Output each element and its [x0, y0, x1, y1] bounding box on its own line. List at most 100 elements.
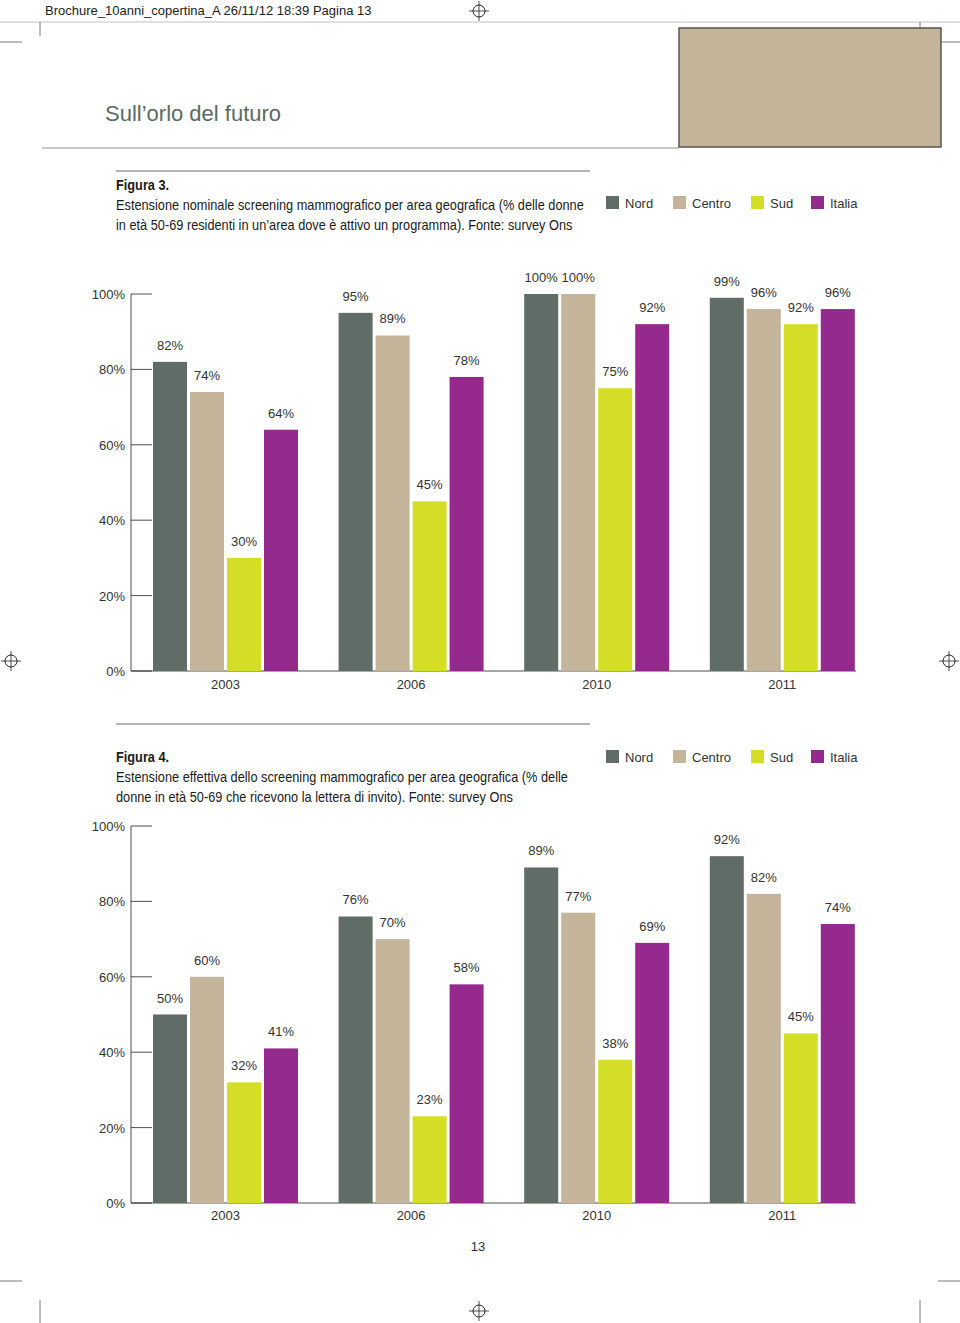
bars — [153, 294, 855, 671]
bar — [413, 501, 447, 671]
registration-mark — [469, 1301, 489, 1321]
title-rule — [116, 724, 590, 725]
x-tick-label: 2006 — [397, 1208, 426, 1223]
data-label: 89% — [380, 311, 406, 326]
title-rule — [116, 171, 590, 172]
crop-mark — [0, 42, 22, 43]
legend-swatch — [606, 196, 619, 209]
data-labels: 50%60%32%41%76%70%23%58%89%77%38%69%92%8… — [157, 832, 851, 1107]
y-tick — [131, 520, 152, 521]
bar — [524, 294, 558, 671]
legend-label: Nord — [625, 196, 653, 211]
legend-label: Centro — [692, 196, 731, 211]
data-label: 76% — [343, 892, 369, 907]
legend-swatch — [751, 196, 764, 209]
data-label: 95% — [343, 289, 369, 304]
bar — [598, 388, 632, 671]
y-tick-label: 40% — [99, 513, 125, 528]
heading: Sull’orlo del futuro — [105, 101, 281, 126]
y-axis-line — [131, 294, 132, 671]
bar — [635, 943, 669, 1203]
y-tick-label: 40% — [99, 1045, 125, 1060]
y-tick — [131, 1052, 152, 1053]
page-number: 13 — [471, 1239, 485, 1254]
legend-label: Sud — [770, 750, 793, 765]
bars — [153, 856, 855, 1203]
legend-label: Centro — [692, 750, 731, 765]
data-label: 30% — [231, 534, 257, 549]
y-tick — [131, 901, 152, 902]
data-label: 69% — [639, 919, 665, 934]
header-bar — [0, 0, 960, 22]
bar — [190, 977, 224, 1203]
y-tick-label: 20% — [99, 1121, 125, 1136]
crop-mark — [0, 1281, 22, 1282]
data-label: 23% — [417, 1092, 443, 1107]
chart-title-block: Figura 3.Estensione nominale screening m… — [116, 175, 596, 235]
data-labels: 82%74%30%64%95%89%45%78%100%100%75%92%99… — [157, 270, 851, 549]
bar — [784, 324, 818, 671]
legend-swatch — [811, 196, 824, 209]
bar — [376, 939, 410, 1203]
bar — [227, 558, 261, 671]
legend-label: Italia — [830, 196, 858, 211]
chart-subtitle: Estensione effettiva dello screening mam… — [116, 768, 568, 805]
bar — [710, 298, 744, 671]
y-tick-label: 0% — [106, 1196, 125, 1211]
legend-label: Italia — [830, 750, 858, 765]
y-tick-label: 20% — [99, 589, 125, 604]
legend-swatch — [606, 750, 619, 763]
legend-swatch — [751, 750, 764, 763]
data-label: 96% — [825, 285, 851, 300]
crop-mark — [40, 22, 41, 36]
y-tick — [131, 595, 152, 596]
bar — [413, 1116, 447, 1203]
data-label: 92% — [788, 300, 814, 315]
data-label: 99% — [714, 274, 740, 289]
chart-subtitle: Estensione nominale screening mammografi… — [116, 196, 584, 233]
bar — [153, 1015, 187, 1204]
x-tick-label: 2011 — [768, 677, 796, 692]
data-label: 74% — [825, 900, 851, 915]
data-label: 45% — [788, 1009, 814, 1024]
legend-swatch — [811, 750, 824, 763]
y-tick-label: 0% — [106, 664, 125, 679]
data-label: 70% — [380, 915, 406, 930]
bar — [153, 362, 187, 671]
x-tick-label: 2003 — [211, 677, 240, 692]
x-tick-label: 2010 — [582, 1208, 611, 1223]
registration-mark — [469, 1, 489, 21]
data-label: 82% — [157, 338, 183, 353]
x-tick-label: 2010 — [582, 677, 611, 692]
registration-mark — [939, 651, 959, 671]
data-label: 82% — [751, 870, 777, 885]
data-label: 78% — [454, 353, 480, 368]
y-tick-label: 100% — [92, 287, 126, 302]
bar — [821, 309, 855, 671]
data-label: 45% — [417, 477, 443, 492]
data-label: 92% — [714, 832, 740, 847]
bar — [747, 309, 781, 671]
data-label: 50% — [157, 991, 183, 1006]
data-label: 75% — [602, 364, 628, 379]
y-tick — [131, 671, 152, 672]
bar — [710, 856, 744, 1203]
x-tick-label: 2003 — [211, 1208, 240, 1223]
y-tick-label: 80% — [99, 362, 125, 377]
bar — [524, 867, 558, 1203]
bar — [190, 392, 224, 671]
data-label: 41% — [268, 1024, 294, 1039]
y-tick — [131, 1203, 152, 1204]
data-label: 96% — [751, 285, 777, 300]
bar — [635, 324, 669, 671]
data-label: 60% — [194, 953, 220, 968]
bar — [339, 313, 373, 671]
header-text: Brochure_10anni_copertina_A 26/11/12 18:… — [45, 3, 371, 18]
legend-swatch — [673, 750, 686, 763]
y-axis-line — [131, 826, 132, 1203]
y-tick — [131, 1127, 152, 1128]
legend-label: Nord — [625, 750, 653, 765]
bar — [450, 984, 484, 1203]
data-label: 100% — [562, 270, 596, 285]
bar — [227, 1082, 261, 1203]
